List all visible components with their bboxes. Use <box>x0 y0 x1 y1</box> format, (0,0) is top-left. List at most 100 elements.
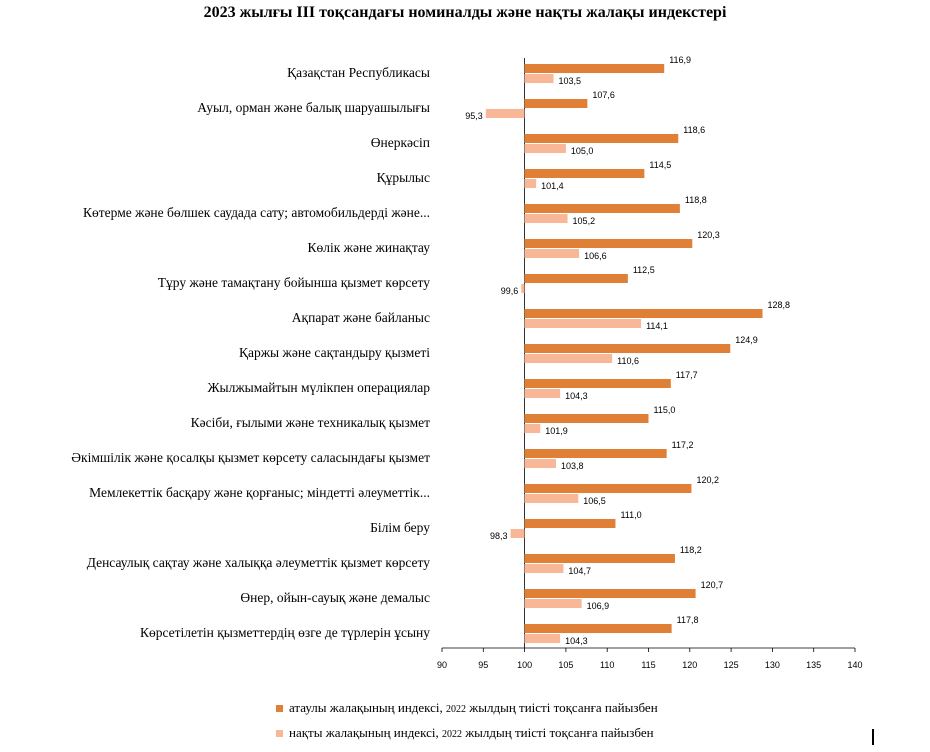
category-label-9: Жылжымайтын мүлікпен операциялар <box>207 380 430 395</box>
bar-real-16 <box>524 634 561 643</box>
category-label-14: Денсаулық сақтау және халыққа әлеуметтік… <box>87 555 431 570</box>
data-label-nominal-14: 118,2 <box>680 545 702 555</box>
category-label-1: Ауыл, орман және балық шаруашылығы <box>197 100 430 115</box>
bar-nominal-15 <box>524 589 696 598</box>
data-label-nominal-16: 117,8 <box>677 615 699 625</box>
bar-real-3 <box>524 179 537 188</box>
bar-real-10 <box>524 424 541 433</box>
data-label-real-12: 106,5 <box>583 496 606 506</box>
legend-label-real: нақты жалақының индексі, 2022 жылдың тиі… <box>289 725 654 740</box>
bar-nominal-6 <box>524 274 628 283</box>
bar-nominal-4 <box>524 204 680 213</box>
bar-nominal-14 <box>524 554 675 563</box>
category-label-5: Көлік және жинақтау <box>307 240 430 255</box>
x-tick-label-7: 125 <box>724 660 739 670</box>
text-cursor <box>872 729 874 745</box>
bar-real-13 <box>510 529 525 538</box>
bar-real-9 <box>524 389 561 398</box>
data-label-real-15: 106,9 <box>587 601 610 611</box>
data-label-nominal-10: 115,0 <box>654 405 676 415</box>
x-tick-label-2: 100 <box>517 660 532 670</box>
bar-real-11 <box>524 459 556 468</box>
x-tick-label-10: 140 <box>847 660 862 670</box>
data-label-real-14: 104,7 <box>568 566 591 576</box>
category-label-0: Қазақстан Республикасы <box>287 65 430 80</box>
x-tick-label-4: 110 <box>600 660 614 670</box>
data-label-nominal-3: 114,5 <box>649 160 671 170</box>
bar-real-4 <box>524 214 568 223</box>
bar-real-7 <box>524 319 642 328</box>
bar-real-12 <box>524 494 579 503</box>
data-label-real-11: 103,8 <box>561 461 584 471</box>
bar-nominal-5 <box>524 239 693 248</box>
bar-real-5 <box>524 249 580 258</box>
data-label-real-10: 101,9 <box>545 426 568 436</box>
x-tick-label-6: 120 <box>682 660 697 670</box>
category-label-3: Құрылыс <box>377 170 430 185</box>
data-label-nominal-4: 118,8 <box>685 195 707 205</box>
x-tick-label-1: 95 <box>478 660 488 670</box>
data-label-real-2: 105,0 <box>571 146 594 156</box>
data-label-real-16: 104,3 <box>565 636 588 646</box>
data-label-real-9: 104,3 <box>565 391 588 401</box>
bar-nominal-13 <box>524 519 616 528</box>
data-label-real-6: 99,6 <box>501 286 519 296</box>
category-label-16: Көрсетілетін қызметтердің өзге де түрлер… <box>140 625 430 640</box>
data-label-real-0: 103,5 <box>559 76 582 86</box>
bar-real-1 <box>485 109 525 118</box>
x-tick-label-0: 90 <box>437 660 447 670</box>
category-label-15: Өнер, ойын-сауық және демалыс <box>240 590 430 605</box>
data-label-nominal-15: 120,7 <box>701 580 724 590</box>
bar-nominal-10 <box>524 414 649 423</box>
data-label-real-1: 95,3 <box>465 111 483 121</box>
bar-nominal-7 <box>524 309 763 318</box>
data-label-nominal-11: 117,2 <box>672 440 694 450</box>
legend-label-nominal: атаулы жалақының индексі, 2022 жылдың ти… <box>289 700 658 715</box>
category-label-8: Қаржы және сақтандыру қызметі <box>239 345 430 360</box>
category-label-6: Тұру және тамақтану бойынша қызмет көрсе… <box>158 275 430 290</box>
bar-real-6 <box>521 284 525 293</box>
category-label-10: Кәсіби, ғылыми және техникалық қызмет <box>191 415 430 430</box>
category-label-12: Мемлекеттік басқару және қорғаныс; мінде… <box>89 485 430 500</box>
category-label-4: Көтерме және бөлшек саудада сату; автомо… <box>83 205 430 220</box>
category-label-11: Әкімшілік және қосалқы қызмет көрсету са… <box>71 450 430 465</box>
bar-nominal-11 <box>524 449 667 458</box>
bar-nominal-3 <box>524 169 645 178</box>
data-label-nominal-9: 117,7 <box>676 370 698 380</box>
data-label-real-7: 114,1 <box>646 321 668 331</box>
bar-real-15 <box>524 599 582 608</box>
x-tick-label-9: 135 <box>806 660 821 670</box>
legend-item-nominal: атаулы жалақының индексі, 2022 жылдың ти… <box>276 700 658 716</box>
data-label-real-4: 105,2 <box>573 216 596 226</box>
bar-nominal-0 <box>524 64 665 73</box>
bar-nominal-1 <box>524 99 588 108</box>
data-label-nominal-1: 107,6 <box>592 90 615 100</box>
legend-item-real: нақты жалақының индексі, 2022 жылдың тиі… <box>276 725 654 741</box>
bar-nominal-16 <box>524 624 672 633</box>
data-label-nominal-12: 120,2 <box>696 475 719 485</box>
data-label-nominal-0: 116,9 <box>669 55 691 65</box>
category-label-13: Білім беру <box>370 520 430 535</box>
bar-real-2 <box>524 144 566 153</box>
data-label-real-8: 110,6 <box>617 356 639 366</box>
data-label-nominal-13: 111,0 <box>620 510 641 520</box>
bar-real-8 <box>524 354 613 363</box>
category-label-7: Ақпарат және байланыс <box>292 310 430 325</box>
x-tick-label-3: 105 <box>558 660 573 670</box>
chart-title: 2023 жылғы ІІІ тоқсандағы номиналды және… <box>203 4 727 21</box>
data-label-real-5: 106,6 <box>584 251 607 261</box>
x-tick-label-8: 130 <box>765 660 780 670</box>
bar-nominal-9 <box>524 379 671 388</box>
bar-real-14 <box>524 564 564 573</box>
data-label-nominal-8: 124,9 <box>735 335 758 345</box>
legend-swatch-real <box>276 729 283 737</box>
category-label-2: Өнеркәсіп <box>371 135 430 150</box>
bar-nominal-2 <box>524 134 679 143</box>
data-label-nominal-2: 118,6 <box>683 125 705 135</box>
bar-nominal-12 <box>524 484 692 493</box>
legend-swatch-nominal <box>276 704 283 712</box>
bar-real-0 <box>524 74 554 83</box>
data-label-nominal-7: 128,8 <box>767 300 790 310</box>
data-label-real-13: 98,3 <box>490 531 508 541</box>
